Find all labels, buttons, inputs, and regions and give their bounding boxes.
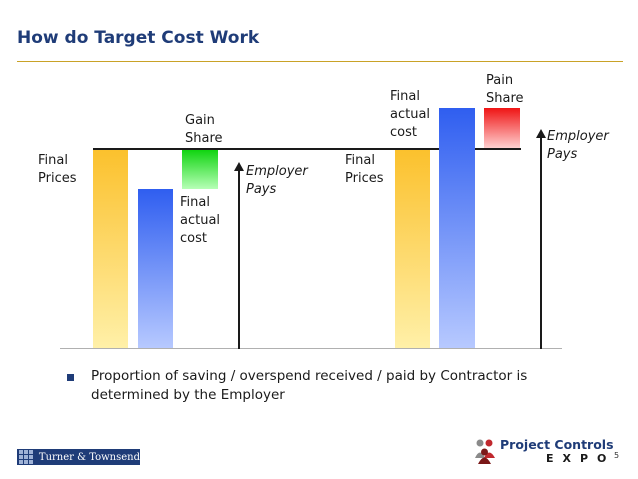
project-controls-expo-logo: Project Controls EXPO [474, 436, 614, 466]
title-divider [17, 61, 623, 62]
right-employer-pays-label: Employer Pays [547, 129, 609, 162]
page-number: 5 [614, 451, 620, 460]
right-final-actual-cost-label: Final actual cost [390, 89, 431, 140]
grid-icon [19, 450, 33, 464]
bullet-text: Proportion of saving / overspend receive… [91, 368, 528, 403]
turner-townsend-logo: Turner & Townsend [17, 449, 140, 465]
left-employer-pays-label: Employer Pays [246, 164, 308, 197]
right-employer-pays-arrow [536, 129, 546, 349]
gain-share-bar [182, 150, 218, 189]
bullet-marker [67, 374, 74, 381]
right-final-prices-label: Final Prices [345, 153, 384, 186]
left-final-prices-bar [93, 150, 128, 348]
turner-townsend-text: Turner & Townsend [38, 451, 140, 463]
left-final-actual-cost-label: Final actual cost [180, 195, 221, 246]
pain-share-bar [484, 108, 520, 148]
expo-text: EXPO [546, 452, 616, 465]
target-price-line [93, 148, 521, 150]
left-final-prices-label: Final Prices [38, 153, 77, 186]
gain-share-label: Gain Share [185, 113, 223, 146]
right-final-prices-bar [395, 150, 430, 348]
slide-title: How do Target Cost Work [17, 28, 260, 48]
left-employer-pays-arrow [234, 162, 244, 349]
pain-share-label: Pain Share [486, 73, 524, 106]
right-final-actual-cost-bar [439, 108, 475, 348]
project-controls-text: Project Controls [500, 437, 614, 452]
left-final-actual-cost-bar [138, 189, 173, 348]
people-icon [475, 439, 495, 464]
chart-baseline [60, 348, 562, 349]
